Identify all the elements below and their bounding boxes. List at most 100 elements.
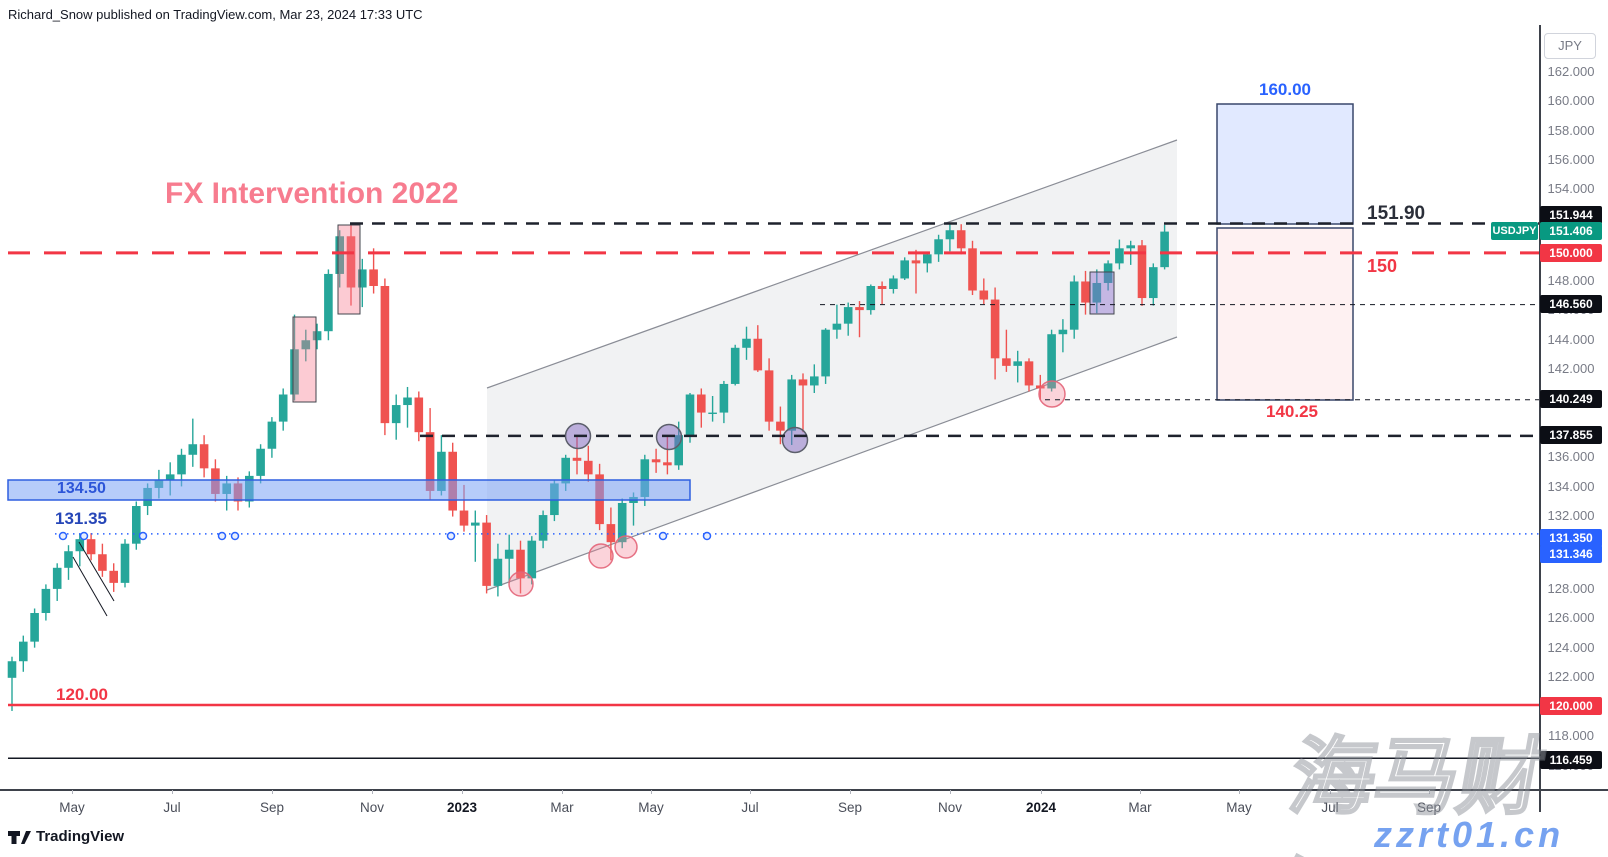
intervention-zone-2[interactable] — [337, 224, 361, 315]
candle-body — [290, 349, 299, 395]
candle-body — [346, 236, 356, 288]
price-level-label: 131.350 — [1540, 529, 1602, 547]
consolidation-zone[interactable] — [1089, 271, 1115, 315]
pink-marker-circle[interactable] — [614, 535, 638, 559]
time-axis-label: Mar — [550, 800, 574, 815]
candle-body — [369, 269, 378, 286]
alert-dot-marker[interactable] — [230, 531, 240, 541]
price-axis-tick: 154.000 — [1547, 181, 1595, 196]
candle-body — [165, 474, 175, 481]
price-axis-tick: 162.000 — [1547, 64, 1595, 79]
alert-dot-marker[interactable] — [658, 531, 668, 541]
trend-channel-lower-line[interactable] — [486, 336, 1178, 591]
support-band-13450[interactable] — [7, 479, 691, 501]
time-axis-tick — [1429, 790, 1430, 794]
target-box[interactable] — [1216, 103, 1354, 225]
price-level-label: 120.000 — [1540, 697, 1602, 715]
time-axis-tick — [72, 790, 73, 794]
alert-dot-marker[interactable] — [79, 531, 89, 541]
pink-marker-circle[interactable] — [588, 543, 614, 569]
price-axis-tick: 134.000 — [1547, 479, 1595, 494]
pink-marker-circle[interactable] — [508, 571, 534, 597]
candle-body — [606, 524, 616, 543]
alert-dot-marker[interactable] — [58, 531, 68, 541]
candle-body — [866, 285, 876, 311]
candle-body — [1103, 263, 1113, 283]
stop-box[interactable] — [1216, 227, 1354, 401]
alert-dot-marker[interactable] — [138, 531, 148, 541]
breakout-level-label[interactable]: 151.90 — [1367, 203, 1426, 224]
stop-price-label[interactable]: 140.25 — [1266, 402, 1318, 421]
price-axis-tick: 124.000 — [1547, 640, 1595, 655]
candle-body — [584, 460, 593, 475]
candle-body — [640, 459, 650, 497]
candle-body — [843, 307, 853, 324]
candle-body — [764, 370, 774, 422]
candle-body — [674, 435, 683, 466]
candle-body — [493, 558, 503, 586]
candle-body — [1092, 282, 1102, 303]
level-150-label[interactable]: 150 — [1367, 256, 1398, 276]
time-axis-label: Jul — [1321, 800, 1339, 815]
candle-body — [538, 515, 548, 541]
time-axis-label: Nov — [359, 800, 385, 815]
price-level-label: 140.249 — [1540, 390, 1602, 408]
candle-body — [1047, 334, 1056, 389]
candle-body — [527, 540, 537, 579]
candle-body — [52, 567, 62, 589]
zone-13450-label[interactable]: 134.50 — [57, 480, 106, 497]
tradingview-logo[interactable]: TradingView — [8, 828, 124, 845]
candle-body — [821, 329, 830, 377]
intervention-zone-1[interactable] — [292, 316, 317, 403]
price-axis-tick: 156.000 — [1547, 152, 1595, 167]
time-axis-tick — [1330, 790, 1331, 794]
candle-body — [968, 248, 977, 291]
alert-dot-marker[interactable] — [446, 531, 456, 541]
price-axis-tick: 144.000 — [1547, 332, 1595, 347]
candle-body — [504, 549, 514, 559]
candle-body — [708, 412, 717, 414]
alert-dot-marker[interactable] — [702, 531, 712, 541]
candle-body — [109, 570, 118, 583]
candle-body — [120, 543, 130, 583]
candle-body — [990, 299, 1000, 359]
time-axis-tick — [850, 790, 851, 794]
candle-body — [177, 454, 186, 475]
candle-body — [934, 239, 943, 255]
pink-marker-circle[interactable] — [1038, 380, 1066, 408]
price-axis-tick: 118.000 — [1547, 728, 1595, 743]
time-axis-tick — [651, 790, 652, 794]
watermark-site: zzrt01.cn — [1374, 814, 1565, 855]
time-axis-tick — [1041, 790, 1042, 794]
candle-body — [572, 457, 582, 461]
time-axis-tick — [750, 790, 751, 794]
candle-body — [358, 269, 367, 288]
currency-unit-button[interactable]: JPY — [1544, 33, 1596, 59]
level-12000-label[interactable]: 120.00 — [56, 685, 108, 704]
alert-dot-marker[interactable] — [217, 531, 227, 541]
trend-channel-fill[interactable] — [487, 140, 1177, 590]
flag-line[interactable] — [72, 556, 108, 617]
candle-body — [617, 503, 627, 543]
trend-channel-upper-line[interactable] — [486, 139, 1178, 389]
time-axis-label: Jul — [163, 800, 181, 815]
purple-marker-circle[interactable] — [781, 426, 809, 454]
price-axis-tick: 136.000 — [1547, 449, 1595, 464]
candle-body — [391, 405, 401, 424]
level-13135-label[interactable]: 131.35 — [55, 509, 107, 528]
target-price-label[interactable]: 160.00 — [1259, 80, 1311, 99]
candle-body — [651, 459, 661, 463]
candle-body — [312, 331, 322, 341]
candle-body — [425, 432, 435, 491]
candle-body — [663, 462, 672, 466]
time-axis-tick — [272, 790, 273, 794]
candle-body — [267, 421, 277, 449]
candle-body — [482, 522, 491, 586]
fx-intervention-label[interactable]: FX Intervention 2022 — [165, 177, 459, 210]
flag-line[interactable] — [78, 541, 115, 602]
candle-body — [1149, 267, 1158, 299]
price-level-label: 137.855 — [1540, 426, 1602, 444]
price-level-label: 116.459 — [1540, 751, 1602, 769]
time-axis-tick — [1239, 790, 1240, 794]
